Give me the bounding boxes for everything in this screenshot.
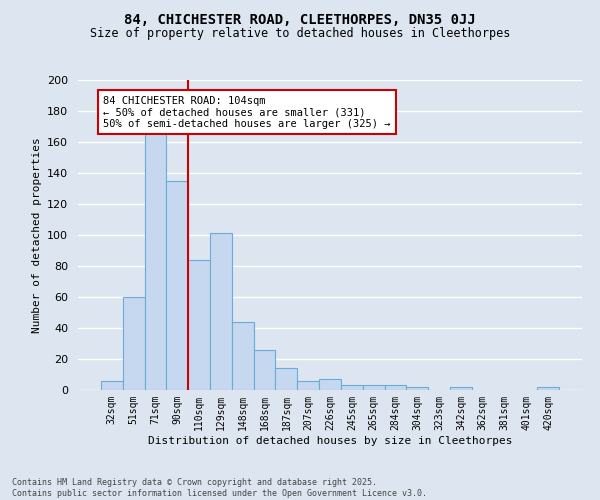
Bar (254, 350, 275, 390)
Bar (145, 131, 166, 390)
Bar (297, 380, 319, 390)
Bar (101, 380, 123, 390)
Bar (537, 387, 559, 390)
Bar (232, 322, 254, 390)
Text: Contains HM Land Registry data © Crown copyright and database right 2025.
Contai: Contains HM Land Registry data © Crown c… (12, 478, 427, 498)
Bar (406, 387, 428, 390)
Bar (341, 386, 363, 390)
Bar (123, 297, 145, 390)
Bar (210, 234, 232, 390)
Y-axis label: Number of detached properties: Number of detached properties (32, 137, 41, 333)
Bar (319, 379, 341, 390)
Bar (450, 387, 472, 390)
Bar (363, 386, 385, 390)
Bar (166, 180, 188, 390)
Text: Size of property relative to detached houses in Cleethorpes: Size of property relative to detached ho… (90, 28, 510, 40)
Bar (275, 368, 297, 390)
Bar (385, 386, 406, 390)
X-axis label: Distribution of detached houses by size in Cleethorpes: Distribution of detached houses by size … (148, 436, 512, 446)
Text: 84 CHICHESTER ROAD: 104sqm
← 50% of detached houses are smaller (331)
50% of sem: 84 CHICHESTER ROAD: 104sqm ← 50% of deta… (103, 96, 391, 128)
Text: 84, CHICHESTER ROAD, CLEETHORPES, DN35 0JJ: 84, CHICHESTER ROAD, CLEETHORPES, DN35 0… (124, 12, 476, 26)
Bar (188, 260, 210, 390)
